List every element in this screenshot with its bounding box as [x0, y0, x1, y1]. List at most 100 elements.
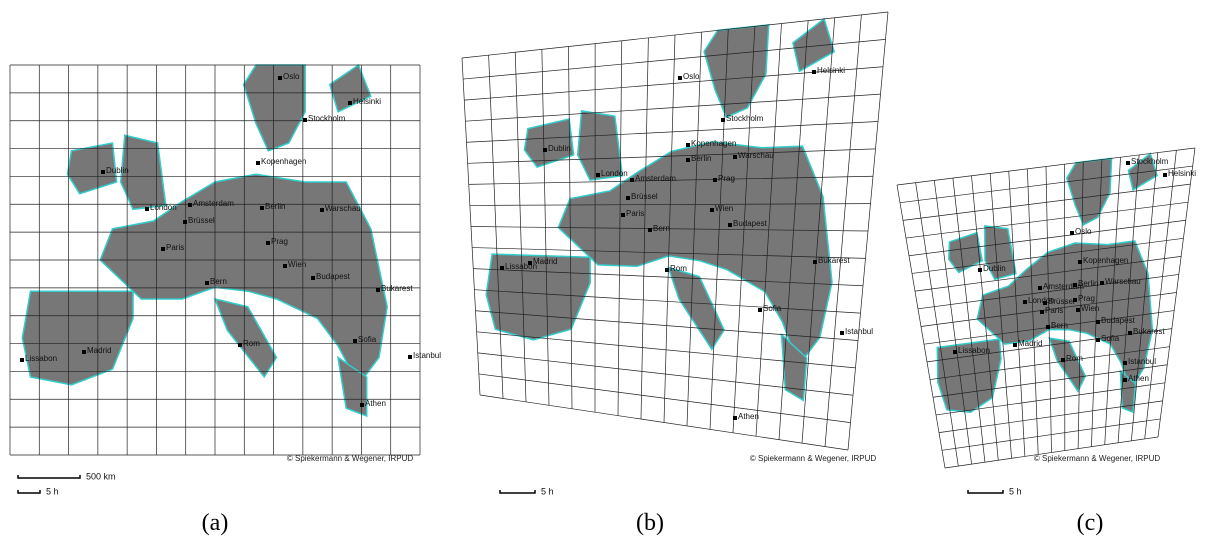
city-label: Bukarest [1133, 327, 1165, 336]
city-label: Helsinki [353, 97, 381, 106]
city-label: Oslo [283, 72, 300, 81]
city-dot [353, 339, 357, 343]
city-label: Wien [288, 260, 306, 269]
panel-label: (a) [202, 510, 229, 536]
city-dot [630, 178, 634, 182]
map-panel: OsloHelsinkiStockholmKopenhagenDublinBer… [462, 12, 888, 450]
city-label: Paris [166, 243, 184, 252]
city-label: Prag [718, 174, 735, 183]
city-label: Stockholm [726, 114, 764, 123]
city-dot [621, 213, 625, 217]
city-label: Rom [243, 339, 260, 348]
city-label: Stockholm [308, 114, 346, 123]
city-label: Dublin [548, 144, 571, 153]
grid-line [480, 395, 848, 450]
city-label: Oslo [683, 72, 700, 81]
city-dot [978, 268, 982, 272]
credit: © Spiekermann & Wegener, IRPUD [750, 454, 876, 463]
scale-label: 5 h [541, 486, 554, 496]
city-label: Wien [715, 204, 733, 213]
city-label: Brüssel [188, 216, 215, 225]
city-dot [1040, 310, 1044, 314]
city-dot [101, 170, 105, 174]
city-label: Sofia [763, 304, 782, 313]
city-dot [1163, 173, 1167, 177]
city-label: Brüssel [631, 192, 658, 201]
city-label: Bern [210, 277, 227, 286]
city-label: Berlin [1078, 279, 1098, 288]
city-dot [1096, 320, 1100, 324]
city-label: Paris [1045, 306, 1063, 315]
panel-label: (c) [1077, 510, 1104, 536]
city-label: Oslo [1075, 227, 1092, 236]
map-panel: OsloHelsinkiStockholmDublinKopenhagenLon… [10, 65, 441, 455]
city-dot [360, 403, 364, 407]
land [22, 291, 133, 385]
city-dot [528, 261, 532, 265]
city-label: Bern [1051, 321, 1068, 330]
city-label: Warschau [325, 204, 361, 213]
city-dot [686, 158, 690, 162]
city-dot [686, 143, 690, 147]
city-dot [721, 118, 725, 122]
city-dot [1100, 281, 1104, 285]
city-dot [145, 207, 149, 211]
city-label: Madrid [1018, 339, 1042, 348]
city-dot [1128, 331, 1132, 335]
city-dot [733, 155, 737, 159]
city-dot [278, 76, 282, 80]
city-dot [728, 223, 732, 227]
city-label: Paris [626, 209, 644, 218]
city-label: Stockholm [1131, 157, 1169, 166]
scale-bar [500, 490, 535, 493]
city-dot [500, 266, 504, 270]
city-dot [665, 268, 669, 272]
city-dot [813, 260, 817, 264]
city-dot [596, 173, 600, 177]
city-dot [1038, 286, 1042, 290]
city-dot [320, 208, 324, 212]
city-dot [1070, 231, 1074, 235]
city-dot [758, 308, 762, 312]
city-label: Amsterdam [193, 199, 234, 208]
scale-label: 500 km [86, 471, 116, 481]
city-label: Bukarest [381, 284, 413, 293]
city-dot [626, 196, 630, 200]
city-dot [408, 355, 412, 359]
city-dot [1061, 358, 1065, 362]
city-dot [1078, 260, 1082, 264]
city-dot [188, 203, 192, 207]
city-label: Istanbul [1128, 357, 1156, 366]
city-label: London [150, 203, 177, 212]
city-label: Bukarest [818, 256, 850, 265]
city-dot [1073, 298, 1077, 302]
city-dot [1043, 301, 1047, 305]
city-label: Berlin [265, 202, 285, 211]
city-label: Istanbul [845, 327, 873, 336]
figure: OsloHelsinkiStockholmDublinKopenhagenLon… [0, 0, 1209, 537]
city-label: Budapest [1101, 316, 1136, 325]
city-dot [1096, 338, 1100, 342]
city-label: Budapest [316, 272, 351, 281]
city-label: Athen [738, 412, 759, 421]
city-label: Helsinki [1168, 169, 1196, 178]
credit: © Spiekermann & Wegener, IRPUD [287, 454, 413, 463]
city-dot [266, 241, 270, 245]
city-dot [238, 343, 242, 347]
credit: © Spiekermann & Wegener, IRPUD [1034, 454, 1160, 463]
city-label: Athen [1128, 374, 1149, 383]
city-dot [311, 276, 315, 280]
city-dot [376, 288, 380, 292]
grid-line [1158, 148, 1195, 437]
city-dot [733, 416, 737, 420]
scale-label: 5 h [1009, 486, 1022, 496]
city-dot [1023, 300, 1027, 304]
city-dot [1123, 361, 1127, 365]
city-dot [678, 76, 682, 80]
city-label: Warschau [738, 151, 774, 160]
city-label: Dublin [106, 166, 129, 175]
city-label: London [601, 169, 628, 178]
city-dot [303, 118, 307, 122]
city-label: Prag [1078, 294, 1095, 303]
city-label: Bern [653, 224, 670, 233]
